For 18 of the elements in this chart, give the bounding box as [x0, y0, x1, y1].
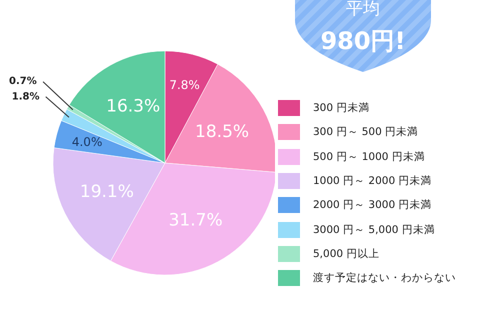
legend-label: 5,000 円以上 — [313, 246, 380, 261]
legend-label: 300 円～ 500 円未満 — [313, 125, 418, 140]
legend-label: 渡す予定はない・わからない — [313, 271, 456, 286]
data-label: 0.7% — [9, 76, 37, 88]
legend-label: 2000 円～ 3000 円未満 — [313, 198, 432, 212]
data-label: 4.0% — [72, 135, 102, 150]
data-label: 19.1% — [80, 182, 134, 202]
data-label: 7.8% — [169, 78, 200, 92]
data-label: 16.3% — [106, 96, 160, 116]
text: 平均 — [346, 0, 380, 19]
legend-label: 3000 円～ 5,000 円未満 — [313, 222, 435, 237]
data-label: 18.5% — [195, 122, 250, 142]
legend-label: 500 円～ 1000 円未満 — [313, 150, 425, 164]
text: 980円! — [320, 27, 406, 55]
data-label: 31.7% — [168, 210, 223, 230]
data-label: 1.8% — [12, 91, 40, 102]
legend-label: 300 円未満 — [313, 101, 370, 116]
legend-label: 1000 円～ 2000 円未満 — [313, 174, 432, 188]
